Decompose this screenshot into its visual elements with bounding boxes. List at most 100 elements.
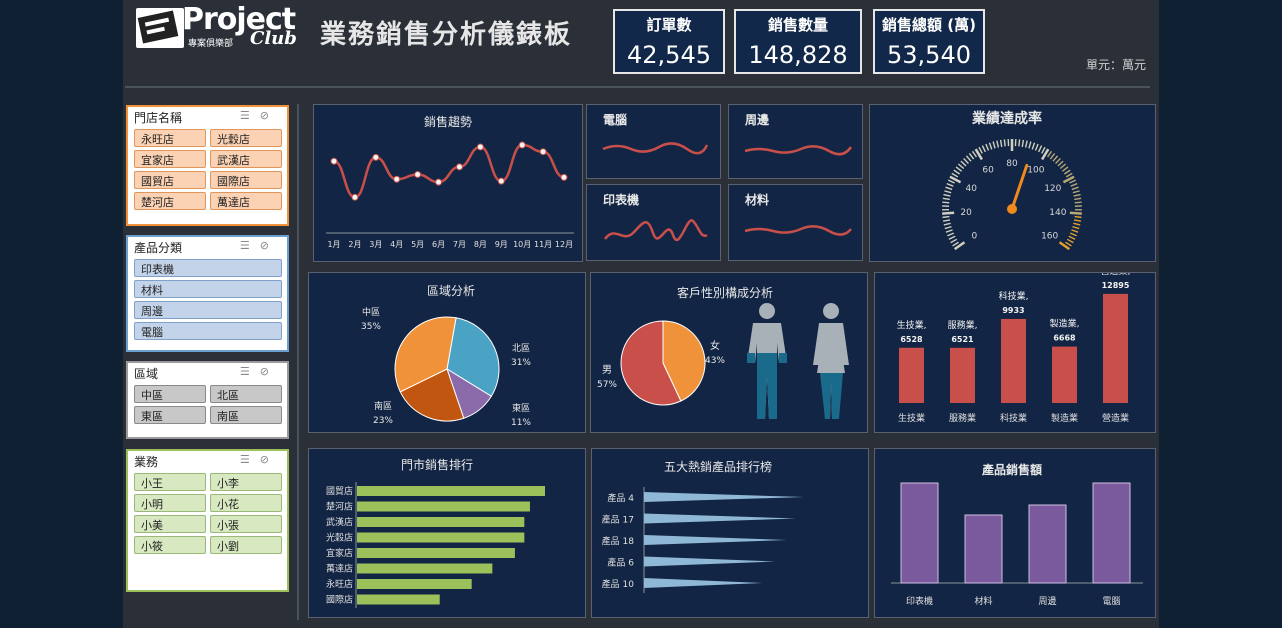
gauge-tick: [947, 232, 955, 237]
gauge-tick: [951, 172, 959, 178]
slicer-button[interactable]: 小李: [210, 473, 282, 491]
store-bar: [357, 579, 472, 589]
gauge-tick: [1069, 211, 1082, 215]
trend-tick-label: 7月: [453, 240, 466, 249]
slicer-button[interactable]: 小劉: [210, 536, 282, 554]
gauge-tick-label: 120: [1044, 184, 1061, 194]
gauge-tick: [1069, 232, 1077, 237]
clear-filter-icon[interactable]: ⊘: [259, 239, 279, 252]
slicer-header: 區域 ☰⊘: [128, 363, 287, 383]
panel-industry-bars: 生技業, 6528 生技業 服務業, 6521 服務業 科技業, 9933 科技業 製造業, 666…: [874, 272, 1156, 433]
bar-value-label: 6528: [900, 335, 923, 344]
product-bar: [900, 482, 939, 584]
gauge-tick: [942, 219, 951, 222]
bar-category-label: 製造業: [1051, 412, 1078, 424]
store-bar: [357, 532, 525, 543]
spark-line-material: [744, 225, 852, 236]
gauge-tick: [1066, 238, 1074, 244]
industry-bar: [1052, 346, 1077, 403]
gauge-tick: [957, 163, 965, 170]
slicer-button[interactable]: 小明: [134, 494, 206, 512]
industry-bar: [950, 347, 975, 403]
gauge-tick: [1071, 229, 1079, 233]
slicer-button[interactable]: 材料: [134, 280, 282, 298]
trend-point: [351, 193, 359, 201]
multi-select-icon[interactable]: ☰: [239, 109, 260, 122]
trend-tick-label: 12月: [555, 240, 573, 249]
gauge-tick: [1041, 146, 1046, 154]
gauge-tick-label: 60: [982, 166, 994, 176]
slicer-button[interactable]: 萬達店: [210, 192, 282, 210]
clear-filter-icon[interactable]: ⊘: [259, 365, 279, 378]
gauge-tick: [944, 190, 952, 194]
slicer-button[interactable]: 小王: [134, 473, 206, 491]
gauge-tick: [1018, 139, 1021, 147]
slicer-button[interactable]: 印表機: [134, 259, 282, 277]
product-bar: [1028, 504, 1067, 584]
slicer-title: 產品分類: [134, 241, 183, 255]
store-label: 永旺店: [326, 578, 353, 590]
clear-filter-icon[interactable]: ⊘: [259, 109, 279, 122]
industry-bar: [1001, 318, 1026, 403]
gauge-tick: [1055, 157, 1061, 164]
slicer-button[interactable]: 小美: [134, 515, 206, 533]
slicer-button[interactable]: 東區: [134, 406, 206, 424]
trend-point: [393, 175, 401, 183]
slicer-button[interactable]: 小花: [210, 494, 282, 512]
slicer-button[interactable]: 國際店: [210, 171, 282, 189]
kpi-value: 42,545: [627, 41, 711, 69]
slicer-button[interactable]: 楚河店: [134, 192, 206, 210]
trend-tick-label: 11月: [534, 240, 552, 249]
panel-gender-analysis: 客戶性別構成分析 女 43% 男 57%: [590, 272, 868, 433]
pie-value-label: 43%: [705, 356, 725, 366]
slicer-button[interactable]: 國貿店: [134, 171, 206, 189]
multi-select-icon[interactable]: ☰: [239, 365, 260, 378]
store-label: 楚河店: [326, 501, 353, 513]
slicer-header: 業務 ☰⊘: [128, 451, 287, 471]
gauge-tick: [1031, 142, 1036, 150]
multi-select-icon[interactable]: ☰: [239, 239, 260, 252]
bar-value-label: 9933: [1002, 306, 1024, 315]
slicer-button[interactable]: 光穀店: [210, 129, 282, 147]
top5-bar: [644, 556, 776, 567]
slicer-title: 區域: [134, 367, 159, 381]
slicer-button[interactable]: 武漢店: [210, 150, 282, 168]
bar-series-label: 生技業,: [897, 319, 927, 331]
slicer-button[interactable]: 周邊: [134, 301, 282, 319]
panel-spark-material: 材料: [728, 184, 863, 261]
gauge-tick: [1073, 222, 1081, 226]
slicer-staff: 業務 ☰⊘ 小王 小李 小明 小花 小美 小張 小筱 小劉: [126, 449, 289, 592]
slicer-button[interactable]: 宜家店: [134, 150, 206, 168]
gauge-tick: [1069, 179, 1077, 184]
gauge-tick: [1024, 140, 1028, 148]
trend-tick-label: 10月: [513, 240, 531, 249]
gauge-tick: [1034, 143, 1039, 151]
multi-select-icon[interactable]: ☰: [239, 453, 260, 466]
trend-tick-label: 2月: [348, 240, 361, 249]
slicer-button[interactable]: 電腦: [134, 322, 282, 340]
clear-filter-icon[interactable]: ⊘: [259, 453, 279, 466]
product-label: 電腦: [1102, 595, 1120, 607]
slicer-button[interactable]: 小張: [210, 515, 282, 533]
slicer-divider: [297, 104, 299, 620]
slicer-button[interactable]: 小筱: [134, 536, 206, 554]
pie-value-label: 23%: [373, 416, 393, 426]
slicer-button[interactable]: 永旺店: [134, 129, 206, 147]
gauge-tick: [971, 150, 978, 158]
top5-products-chart: 產品 4 產品 17 產品 18 產品 6 產品 10: [602, 487, 804, 593]
panel-store-ranking: 門市銷售排行 國貿店 楚河店 武漢店 光穀店 宜家店 萬達店 永旺店 國際店: [308, 448, 586, 618]
panel-spark-peripheral: 周邊: [728, 104, 863, 179]
industry-bar: [899, 347, 924, 403]
gauge-tick: [943, 222, 951, 226]
slicer-button[interactable]: 南區: [210, 406, 282, 424]
gauge-tick: [942, 211, 955, 215]
gauge-tick: [953, 169, 961, 175]
panel-region-analysis: 區域分析 北區 31% 東區 11% 南區 23% 中區 35%: [308, 272, 586, 433]
pie-label: 東區: [512, 402, 530, 414]
trend-tick-label: 4月: [390, 240, 403, 249]
kpi-label: 訂單數: [646, 16, 692, 34]
slicer-button[interactable]: 中區: [134, 385, 206, 403]
trend-point: [518, 141, 526, 149]
slicer-button[interactable]: 北區: [210, 385, 282, 403]
